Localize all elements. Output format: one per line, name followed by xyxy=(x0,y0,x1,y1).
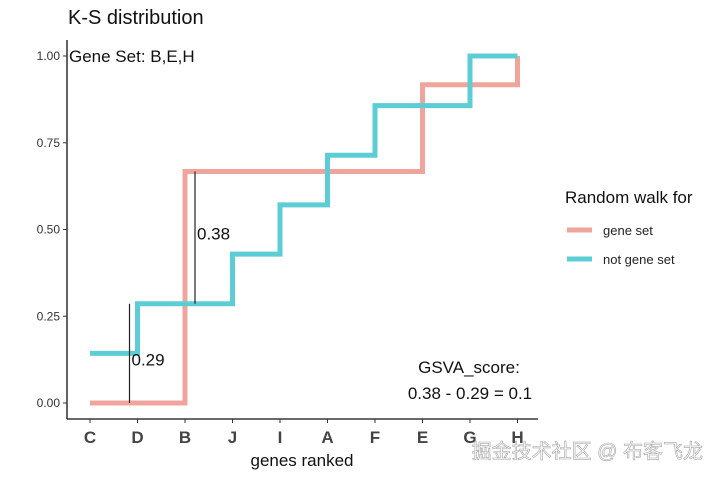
x-tick-label: H xyxy=(511,428,523,447)
legend-label-gene-set: gene set xyxy=(603,223,653,238)
x-tick-label: F xyxy=(370,428,380,447)
axes: 0.00 0.25 0.50 0.75 1.00 C D B J I A F E G H xyxy=(37,40,538,447)
score-title: GSVA_score: xyxy=(418,358,520,377)
x-tick-label: J xyxy=(228,428,237,447)
x-tick-label: D xyxy=(131,428,143,447)
x-tick-label: B xyxy=(179,428,191,447)
x-axis-label: genes ranked xyxy=(250,451,353,470)
y-tick-label: 0.50 xyxy=(37,223,61,237)
annotation-label-diff-low: 0.29 xyxy=(132,350,165,369)
series-line-not-gene-set xyxy=(90,53,518,356)
score-formula: 0.38 - 0.29 = 0.1 xyxy=(408,384,532,403)
legend: Random walk for gene set not gene set xyxy=(565,188,693,267)
x-tick-label: E xyxy=(417,428,428,447)
y-tick-label: 1.00 xyxy=(37,49,61,63)
x-tick-label: I xyxy=(278,428,283,447)
y-tick-label: 0.75 xyxy=(37,136,61,150)
x-tick-label: C xyxy=(84,428,96,447)
legend-title: Random walk for xyxy=(565,188,693,207)
y-tick-label: 0.25 xyxy=(37,309,61,323)
watermark: 掘金技术社区 @ 布客飞龙 xyxy=(472,440,703,463)
x-tick-label: G xyxy=(463,428,476,447)
x-tick-label: A xyxy=(321,428,333,447)
gene-set-annotation: Gene Set: B,E,H xyxy=(69,47,195,66)
plot-area: 0.29 0.38 xyxy=(90,53,520,406)
y-tick-label: 0.00 xyxy=(37,396,61,410)
legend-label-not-gene-set: not gene set xyxy=(603,252,675,267)
chart-title: K-S distribution xyxy=(68,7,204,29)
annotation-label-diff-high: 0.38 xyxy=(197,225,230,244)
